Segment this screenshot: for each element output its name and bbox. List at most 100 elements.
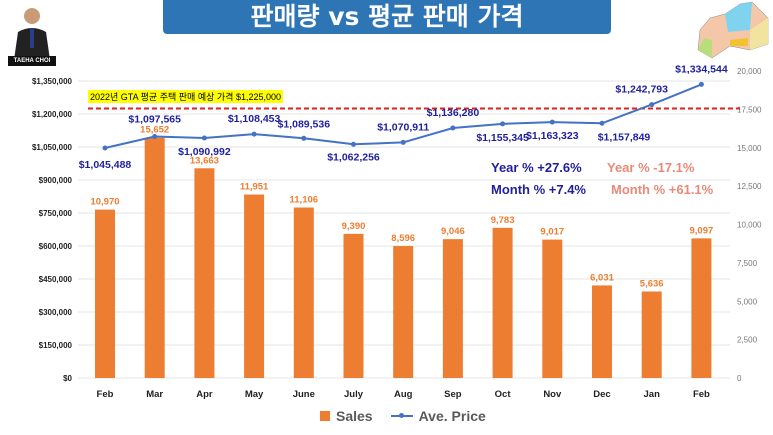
price-point [500, 121, 506, 127]
price-data-label: $1,097,565 [128, 114, 181, 126]
sales-bar [244, 194, 265, 378]
sales-bar [393, 246, 414, 378]
price-point [698, 81, 704, 87]
price-data-label: $1,045,488 [79, 159, 132, 171]
right-axis-tick: 15,000 [737, 144, 762, 153]
price-data-label: $1,155,345 [476, 132, 529, 144]
sales-data-label: 9,046 [441, 226, 465, 237]
left-axis-tick: $300,000 [39, 308, 73, 317]
sales-data-label: 9,390 [342, 221, 366, 232]
legend: Sales Ave. Price [320, 408, 486, 424]
price-point [102, 145, 108, 151]
sales-data-label: 9,097 [690, 225, 714, 236]
legend-price-label: Ave. Price [418, 408, 486, 424]
left-axis-tick: $450,000 [39, 275, 73, 284]
price-point [599, 120, 605, 126]
legend-sales-swatch [320, 411, 330, 421]
category-label: Feb [693, 389, 710, 400]
agent-logo: TAEHA CHOI [8, 56, 56, 66]
sales-data-label: 5,636 [640, 278, 664, 289]
right-axis-tick: 17,500 [737, 105, 762, 114]
sales-bar [592, 285, 612, 378]
sales-bar [492, 227, 513, 378]
price-point [351, 141, 356, 147]
sales-bar [144, 137, 165, 378]
gta-map-image [690, 0, 772, 62]
price-point [400, 139, 406, 145]
sales-data-label: 10,970 [90, 197, 119, 208]
page-title: 판매량 vs 평균 판매 가격 [163, 0, 611, 34]
category-label: July [344, 389, 364, 400]
right-axis-tick: 5,000 [737, 297, 758, 306]
price-point [152, 134, 158, 140]
right-axis-tick: 7,500 [737, 259, 758, 268]
sales-bar [691, 238, 712, 378]
category-label: Jan [644, 389, 661, 400]
price-point [649, 102, 655, 108]
sales-data-label: 11,106 [290, 195, 319, 206]
sales-data-label: 9,783 [491, 215, 515, 226]
price-point [301, 135, 307, 141]
right-axis-tick: 2,500 [737, 336, 758, 345]
category-label: Aug [394, 389, 413, 400]
sales-bar [442, 239, 463, 378]
price-data-label: $1,090,992 [178, 146, 231, 158]
category-label: May [245, 389, 264, 400]
category-label: Apr [196, 389, 213, 400]
category-label: Mar [146, 389, 163, 400]
price-point [549, 119, 555, 125]
price-data-label: $1,108,453 [228, 113, 281, 125]
legend-sales-label: Sales [336, 408, 373, 424]
agent-photo [8, 4, 56, 68]
target-price-label: 2022년 GTA 평균 주택 판매 예상 가격 $1,225,000 [88, 90, 283, 103]
category-label: Nov [543, 389, 562, 400]
sales-data-label: 15,652 [140, 125, 169, 136]
price-data-label: $1,089,536 [278, 118, 331, 130]
sales-bar [194, 168, 215, 378]
price-data-label: $1,136,280 [427, 107, 480, 119]
price-point [201, 135, 207, 141]
sales-bar [641, 291, 662, 378]
left-axis-tick: $1,200,000 [32, 110, 73, 119]
right-axis-tick: 12,500 [737, 182, 762, 191]
price-data-label: $1,334,544 [675, 63, 728, 75]
category-label: Dec [593, 389, 610, 400]
sales-data-label: 8,596 [391, 233, 415, 244]
sales-year-change: Year % -17.1% [607, 160, 695, 175]
left-axis-tick: $0 [63, 374, 72, 383]
category-label: Sep [444, 389, 462, 400]
price-month-change: Month % +7.4% [491, 182, 586, 197]
price-data-label: $1,242,793 [615, 84, 668, 96]
right-axis-tick: 0 [737, 374, 742, 383]
sales-data-label: 6,031 [590, 272, 614, 283]
sales-data-label: 9,017 [540, 227, 564, 238]
sales-bar [293, 207, 314, 378]
price-data-label: $1,157,849 [598, 131, 651, 143]
legend-price-swatch [390, 413, 413, 418]
left-axis-tick: $150,000 [39, 341, 73, 350]
left-axis-tick: $1,350,000 [32, 77, 73, 86]
left-axis-tick: $600,000 [39, 242, 73, 251]
left-axis-tick: $750,000 [39, 209, 73, 218]
price-point [251, 131, 257, 137]
left-axis-tick: $900,000 [39, 176, 73, 185]
price-data-label: $1,070,911 [377, 121, 429, 133]
sales-bar [95, 209, 115, 378]
category-label: June [293, 389, 315, 400]
price-data-label: $1,163,323 [526, 130, 579, 142]
price-data-label: $1,062,256 [327, 151, 380, 163]
price-point [450, 125, 456, 131]
category-label: Feb [97, 389, 114, 400]
sales-data-label: 11,951 [240, 182, 269, 193]
sales-bar [343, 233, 364, 378]
right-axis-tick: 20,000 [737, 67, 762, 76]
sales-month-change: Month % +61.1% [611, 182, 714, 197]
price-year-change: Year % +27.6% [491, 160, 582, 175]
left-axis-tick: $1,050,000 [32, 143, 73, 152]
sales-bar [542, 239, 563, 378]
category-label: Oct [495, 389, 512, 400]
right-axis-tick: 10,000 [737, 221, 762, 230]
sales-data-label: 13,663 [190, 155, 219, 166]
